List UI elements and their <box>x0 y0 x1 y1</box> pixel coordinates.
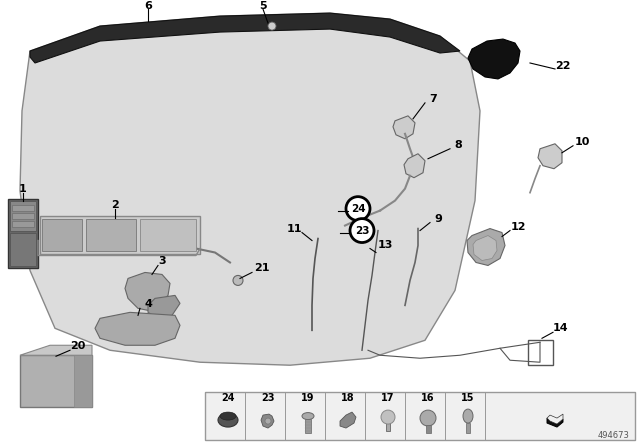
Bar <box>12 205 34 211</box>
Circle shape <box>233 276 243 285</box>
Polygon shape <box>20 13 480 365</box>
Text: 24: 24 <box>351 204 365 214</box>
Text: 17: 17 <box>381 393 395 403</box>
Bar <box>86 219 136 250</box>
Polygon shape <box>261 414 274 428</box>
Polygon shape <box>95 312 180 345</box>
Text: 7: 7 <box>429 94 437 104</box>
Ellipse shape <box>218 413 238 427</box>
Polygon shape <box>467 228 505 266</box>
Text: 23: 23 <box>261 393 275 403</box>
Bar <box>10 201 36 231</box>
Text: 24: 24 <box>221 393 235 403</box>
Polygon shape <box>125 272 170 310</box>
Bar <box>74 355 92 407</box>
Bar <box>20 355 92 407</box>
Text: 19: 19 <box>301 393 315 403</box>
Text: 5: 5 <box>259 1 267 11</box>
Text: 13: 13 <box>378 240 393 250</box>
Polygon shape <box>547 418 563 427</box>
Bar <box>42 219 82 250</box>
Text: 20: 20 <box>70 341 86 351</box>
Text: 16: 16 <box>421 393 435 403</box>
Polygon shape <box>340 412 356 428</box>
Polygon shape <box>148 295 180 319</box>
Text: 23: 23 <box>355 225 369 236</box>
Polygon shape <box>30 13 460 63</box>
Polygon shape <box>20 345 92 355</box>
Polygon shape <box>547 414 563 424</box>
Text: 10: 10 <box>574 137 589 147</box>
Text: 494673: 494673 <box>598 431 630 440</box>
Text: 2: 2 <box>111 200 119 210</box>
Text: 14: 14 <box>553 323 569 333</box>
Ellipse shape <box>302 413 314 420</box>
Text: 3: 3 <box>158 257 166 267</box>
Bar <box>466 423 470 433</box>
Bar <box>305 419 311 433</box>
Circle shape <box>420 410 436 426</box>
Polygon shape <box>473 236 497 260</box>
Bar <box>12 213 34 219</box>
Bar <box>528 340 553 365</box>
Text: 8: 8 <box>454 140 462 150</box>
Text: 9: 9 <box>434 214 442 224</box>
Text: 6: 6 <box>144 1 152 11</box>
Bar <box>8 198 38 268</box>
Circle shape <box>268 22 276 30</box>
Bar <box>426 425 431 433</box>
Text: 21: 21 <box>254 263 269 273</box>
Text: 12: 12 <box>510 222 525 232</box>
Bar <box>40 215 200 254</box>
Polygon shape <box>538 144 562 169</box>
Text: 11: 11 <box>286 224 301 233</box>
Text: 4: 4 <box>144 299 152 310</box>
Text: 18: 18 <box>341 393 355 403</box>
Bar <box>205 392 635 440</box>
Polygon shape <box>404 154 425 178</box>
Text: 22: 22 <box>556 61 571 71</box>
Bar <box>140 219 196 250</box>
Circle shape <box>350 219 374 242</box>
Text: 1: 1 <box>19 184 27 194</box>
Polygon shape <box>393 116 415 139</box>
Circle shape <box>265 418 271 424</box>
Bar <box>12 220 34 227</box>
Ellipse shape <box>220 412 236 420</box>
Text: 15: 15 <box>461 393 475 403</box>
Circle shape <box>381 410 395 424</box>
Polygon shape <box>468 39 520 79</box>
Circle shape <box>346 197 370 220</box>
Bar <box>386 421 390 431</box>
Bar <box>10 233 36 267</box>
Ellipse shape <box>463 409 473 423</box>
